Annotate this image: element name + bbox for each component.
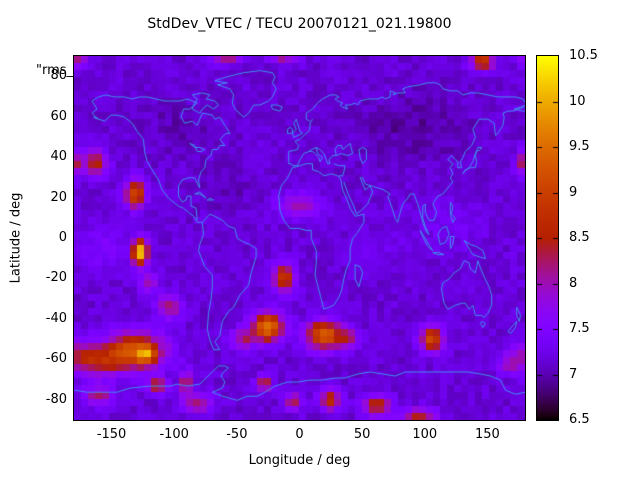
x-tick-label: -100 xyxy=(159,427,189,442)
x-axis-label: Longitude / deg xyxy=(248,453,351,468)
chart-title: StdDev_VTEC / TECU 20070121_021.19800 xyxy=(147,16,452,32)
y-tick-label: 20 xyxy=(50,189,67,205)
x-tick-label: 150 xyxy=(474,427,500,442)
y-tick-label: 40 xyxy=(50,149,67,165)
stray-rms-label: "rms_ xyxy=(36,63,74,78)
colorbar-tick-label: 6.5 xyxy=(569,412,590,427)
y-tick-label: -60 xyxy=(45,351,67,367)
colorbar-tick-label: 9.5 xyxy=(569,139,590,154)
x-tick-label: 100 xyxy=(412,427,438,442)
y-tick-label: -20 xyxy=(45,270,67,286)
colorbar-tick-label: 10.5 xyxy=(569,48,598,63)
colorbar xyxy=(536,55,559,421)
y-tick-label: 0 xyxy=(58,230,67,245)
colorbar-canvas xyxy=(537,56,558,420)
y-axis-label: Latitude / deg xyxy=(8,192,24,284)
x-tick-label: 0 xyxy=(295,427,304,442)
y-tick-label: 60 xyxy=(50,108,67,124)
x-tick-label: 50 xyxy=(353,427,371,442)
colorbar-tick-label: 10 xyxy=(569,93,586,109)
colorbar-tick-label: 7.5 xyxy=(569,321,590,336)
colorbar-tick-label: 7 xyxy=(569,366,578,382)
y-tick-label: -40 xyxy=(45,310,67,326)
colorbar-tick-label: 8.5 xyxy=(569,230,590,245)
colorbar-tick-label: 8 xyxy=(569,275,578,291)
plot-area xyxy=(73,55,526,421)
heatmap-canvas xyxy=(74,56,525,420)
x-tick-label: -150 xyxy=(96,427,127,442)
x-tick-label: -50 xyxy=(226,427,248,442)
y-tick-label: -80 xyxy=(45,391,67,407)
y-tick-label: 80 xyxy=(50,68,67,84)
colorbar-tick-label: 9 xyxy=(569,184,578,200)
